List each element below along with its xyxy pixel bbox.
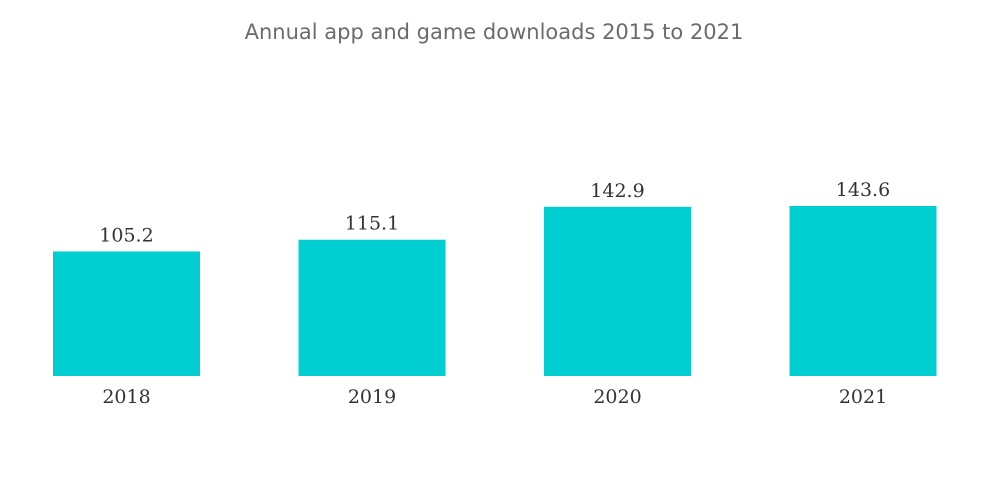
value-label-2019: 115.1 xyxy=(345,213,399,235)
x-tick-label-2018: 2018 xyxy=(102,386,150,408)
bar-2018 xyxy=(53,251,200,376)
chart-title: Annual app and game downloads 2015 to 20… xyxy=(245,20,744,44)
x-tick-label-2021: 2021 xyxy=(839,386,887,408)
x-tick-label-2020: 2020 xyxy=(593,386,641,408)
bar-2020 xyxy=(544,206,691,376)
value-label-2018: 105.2 xyxy=(99,224,153,246)
value-label-2020: 142.9 xyxy=(590,180,644,202)
value-label-2021: 143.6 xyxy=(836,179,890,201)
bar-2019 xyxy=(298,239,446,376)
bar-2021 xyxy=(789,206,937,376)
x-tick-label-2019: 2019 xyxy=(348,386,396,408)
x-axis-ticks: 2018 2019 2020 2021 xyxy=(102,386,887,408)
value-labels-group: 105.2 115.1 142.9 143.6 xyxy=(99,179,890,246)
bars-group xyxy=(53,206,937,376)
